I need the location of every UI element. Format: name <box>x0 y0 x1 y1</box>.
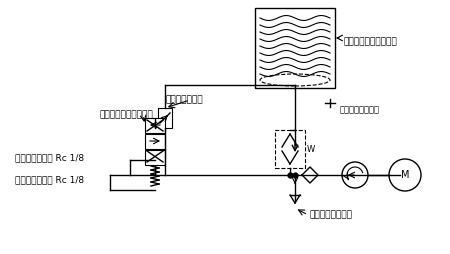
Bar <box>275 130 305 168</box>
Text: 主管脱圧吐出口 Rc 1/8: 主管脱圧吐出口 Rc 1/8 <box>15 153 84 163</box>
Text: エアー抜きプラグ: エアー抜きプラグ <box>310 211 353 219</box>
Bar <box>145 134 165 149</box>
Text: カートリッジグリース: カートリッジグリース <box>343 38 397 46</box>
Text: M: M <box>401 170 409 180</box>
Text: エアー抜きプラグ: エアー抜きプラグ <box>340 105 380 115</box>
Bar <box>145 118 165 133</box>
Bar <box>145 150 165 165</box>
Text: ソレノイド切替バルブ: ソレノイド切替バルブ <box>100 110 154 119</box>
Text: W: W <box>307 145 315 153</box>
Text: 圧力進行吐出口 Rc 1/8: 圧力進行吐出口 Rc 1/8 <box>15 176 84 184</box>
Text: リリーフバルブ: リリーフバルブ <box>165 96 202 104</box>
Bar <box>255 8 335 88</box>
Bar <box>158 108 172 128</box>
